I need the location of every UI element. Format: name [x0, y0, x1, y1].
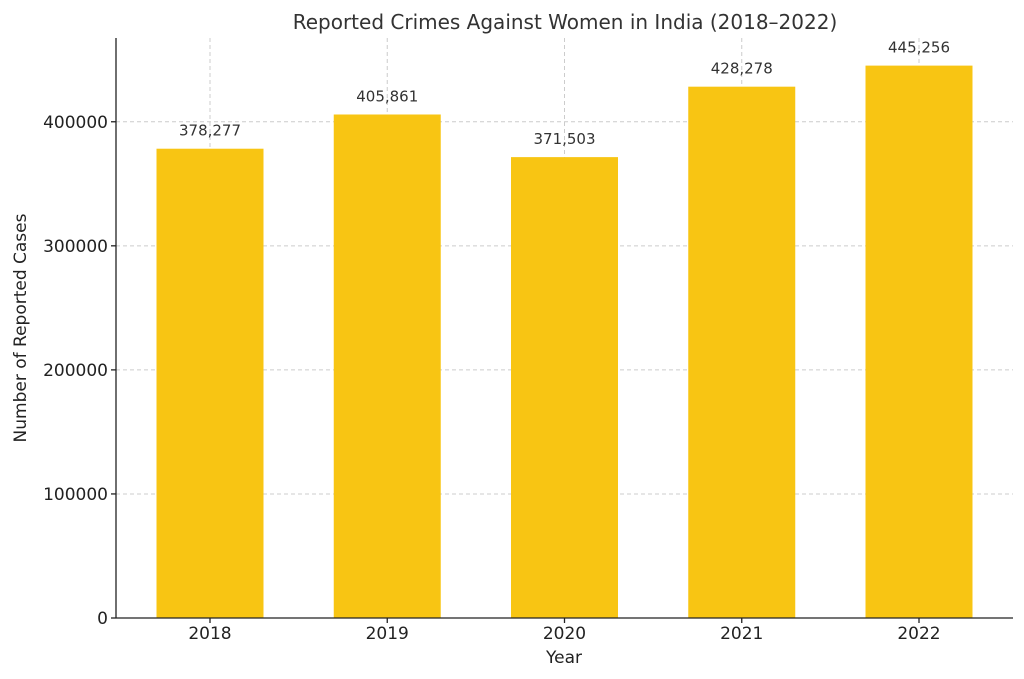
x-axis-label: Year	[545, 648, 582, 668]
x-tick-label: 2018	[188, 624, 231, 644]
bar-value-label: 371,503	[533, 130, 595, 148]
bar	[688, 86, 796, 618]
x-tick-label: 2020	[543, 624, 586, 644]
y-tick-label: 0	[97, 609, 108, 629]
bar-value-label: 445,256	[888, 39, 950, 57]
chart-title: Reported Crimes Against Women in India (…	[293, 10, 838, 34]
x-tick-label: 2021	[720, 624, 763, 644]
x-tick-label: 2019	[366, 624, 409, 644]
bar-value-label: 405,861	[356, 87, 418, 105]
y-tick-label: 400000	[43, 113, 108, 133]
y-axis-label: Number of Reported Cases	[11, 213, 31, 442]
bar	[333, 114, 441, 619]
y-tick-label: 300000	[43, 237, 108, 257]
bars-layer	[156, 65, 973, 619]
x-tick-label: 2022	[897, 624, 940, 644]
y-tick-label: 200000	[43, 361, 108, 381]
bar-value-label: 378,277	[179, 122, 241, 140]
y-tick-label: 100000	[43, 485, 108, 505]
data-labels-layer: 378,277 405,861 371,503 428,278 445,256	[179, 39, 950, 148]
bar-value-label: 428,278	[711, 60, 773, 78]
bar	[511, 157, 618, 618]
bar	[156, 148, 264, 619]
bar	[865, 65, 973, 619]
ticks-layer: 0 100000 200000 300000 400000 2018 2019 2020 202…	[43, 113, 941, 644]
